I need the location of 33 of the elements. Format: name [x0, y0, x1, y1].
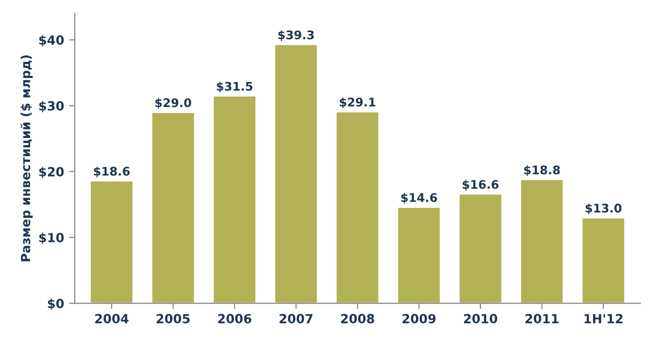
- bar: [335, 110, 380, 304]
- bar: [458, 193, 503, 304]
- y-axis-title: Размер инвестиций ($ млрд): [20, 55, 33, 262]
- data-label: $16.6: [462, 180, 498, 190]
- data-label: $29.1: [340, 97, 376, 108]
- bar: [212, 95, 257, 304]
- x-tick-label: 2009: [402, 314, 436, 324]
- data-label: $13.0: [586, 203, 622, 214]
- data-label: $31.5: [216, 82, 252, 92]
- y-tick-label: $30: [39, 100, 64, 112]
- bar: [520, 178, 564, 304]
- bar: [274, 44, 318, 304]
- y-tick-label: $20: [39, 166, 64, 178]
- x-tick-label: 2007: [280, 314, 312, 324]
- bar: [150, 112, 196, 304]
- x-tick-label: 2004: [95, 314, 128, 324]
- x-tick-label: 2010: [464, 314, 498, 324]
- x-tick-label: 2008: [341, 314, 374, 324]
- x-tick-label: 2005: [156, 314, 190, 324]
- bar: [581, 216, 626, 304]
- data-label: $14.6: [401, 192, 438, 204]
- y-tick-label: $40: [39, 35, 64, 46]
- x-tick-label: 2006: [218, 314, 252, 324]
- data-label: $18.6: [94, 166, 130, 178]
- x-tick-label: 2011: [525, 314, 558, 324]
- bar: [396, 206, 442, 304]
- data-label: $39.3: [278, 30, 314, 41]
- bar: [89, 180, 134, 304]
- data-label: $18.8: [524, 165, 560, 176]
- y-tick-label: $0: [48, 298, 64, 310]
- x-tick-label: 1H'12: [584, 314, 622, 324]
- data-label: $29.0: [155, 98, 192, 109]
- y-tick-label: $10: [39, 232, 64, 244]
